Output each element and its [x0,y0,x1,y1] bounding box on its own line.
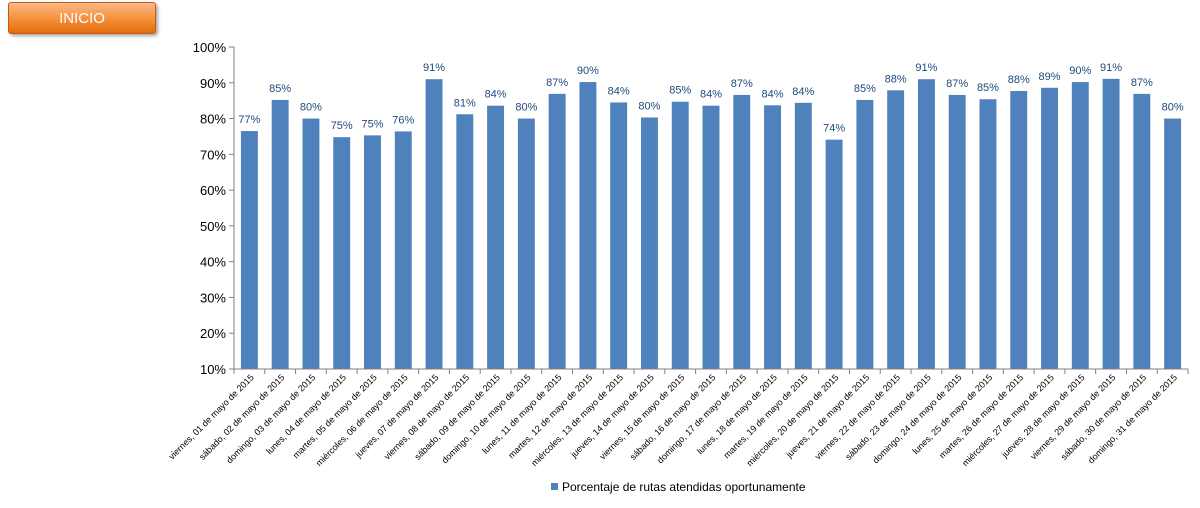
data-label: 77% [238,114,260,126]
data-label: 80% [1162,102,1184,114]
bar [487,105,505,370]
data-label: 91% [1100,62,1122,74]
y-tick-label: 90% [200,76,226,91]
data-label: 80% [638,100,660,112]
bar [856,99,874,369]
bar [579,82,597,369]
bar [640,117,658,369]
bar [1102,78,1120,369]
bar [1164,118,1182,369]
y-tick-label: 100% [193,40,227,55]
data-label: 87% [946,78,968,90]
bar [364,135,381,369]
bar [917,79,935,369]
data-label: 81% [454,97,476,109]
bar [733,94,751,369]
data-label: 91% [423,62,445,74]
bar [517,118,535,369]
bar [794,102,812,370]
data-label: 75% [361,118,383,130]
bar [1010,91,1028,370]
bar [548,93,566,369]
bar [456,114,474,369]
bar [271,99,289,369]
bar [302,118,320,369]
bar-series [240,78,1182,370]
bar [1071,82,1089,369]
data-label: 85% [669,85,691,97]
data-label: 75% [331,120,353,132]
y-tick-label: 70% [200,147,226,162]
data-label: 74% [823,123,845,135]
y-tick-label: 80% [200,112,226,127]
bar [425,79,443,369]
data-label: 84% [762,88,784,100]
y-tick-label: 20% [200,326,226,341]
bar [887,90,905,370]
bar [610,102,628,369]
y-tick-label: 10% [200,362,226,377]
data-label: 84% [792,86,814,98]
legend-label: Porcentaje de rutas atendidas oportuname… [562,480,806,494]
data-label: 84% [700,89,722,101]
data-label: 80% [300,102,322,114]
bar [764,105,782,369]
bar [702,105,720,370]
bar [333,137,351,369]
data-label: 88% [1008,74,1030,86]
data-label: 76% [392,114,414,126]
data-label: 88% [885,73,907,85]
x-axis [233,368,1189,374]
data-label: 91% [915,62,937,74]
data-label: 87% [1131,77,1153,89]
y-tick-label: 50% [200,219,226,234]
y-tick-label: 60% [200,183,226,198]
bar [1041,87,1058,369]
data-label: 90% [1069,65,1091,77]
data-label: 85% [269,83,291,95]
bar [825,139,843,369]
data-label: 84% [485,89,507,101]
bar [948,94,966,369]
data-label: 89% [1039,71,1061,83]
legend-swatch [551,483,558,490]
legend: Porcentaje de rutas atendidas oportuname… [551,480,806,494]
data-label: 80% [515,102,537,114]
data-label: 85% [854,83,876,95]
bar [1133,93,1151,369]
data-label: 85% [977,82,999,94]
bar [671,101,689,370]
value-labels: 77% 85% 80% 75% 75% 76% 91% 81% 84% 80% 87% 90% 84% 8… [238,62,1183,135]
data-label: 84% [608,85,630,97]
bar [240,131,258,369]
y-axis: 10% 20% 30% 40% 50% 60% 70% 80% 90% 100% [193,40,235,377]
bar [979,99,997,369]
inicio-button[interactable]: INICIO [8,2,156,34]
y-tick-label: 30% [200,290,226,305]
data-label: 87% [546,77,568,89]
data-label: 90% [577,65,599,77]
bar [394,131,412,369]
data-label: 87% [731,78,753,90]
y-tick-label: 40% [200,255,226,270]
